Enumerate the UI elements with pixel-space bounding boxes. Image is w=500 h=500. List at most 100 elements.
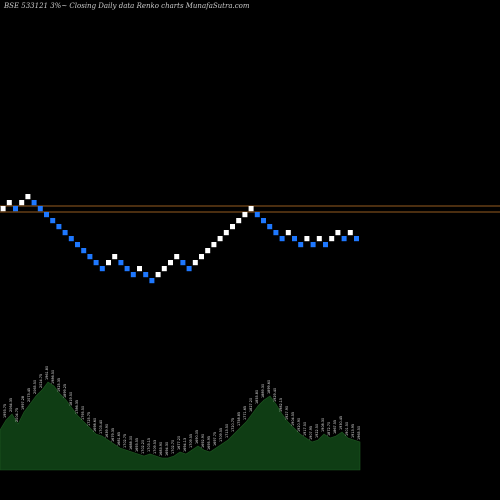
volume-label: 1982.15 — [279, 398, 283, 412]
volume-label: 1993.75 — [3, 404, 7, 418]
volume-label: 1899.25 — [63, 384, 67, 398]
volume-label: 1771.65 — [243, 406, 247, 420]
volume-area — [0, 381, 361, 471]
renko-brick-down — [186, 266, 192, 272]
renko-brick-up — [25, 194, 31, 200]
renko-brick-down — [130, 272, 136, 278]
renko-brick-up — [19, 200, 25, 206]
renko-brick-up — [242, 212, 248, 218]
volume-label: 1966.45 — [0, 414, 1, 428]
renko-brick-down — [13, 206, 18, 212]
volume-label: 1758.85 — [237, 412, 241, 426]
renko-brick-up — [223, 230, 229, 236]
renko-brick-down — [354, 236, 359, 242]
volume-label: 1986.50 — [51, 370, 55, 384]
renko-brick-down — [143, 272, 149, 278]
renko-brick-up — [329, 236, 335, 242]
renko-brick-down — [81, 248, 87, 254]
volume-label: 1702.20 — [141, 440, 145, 454]
volume-label: 2065.50 — [33, 380, 37, 394]
volume-label: 1920.90 — [297, 418, 301, 432]
volume-label: 1703.40 — [99, 420, 103, 434]
renko-brick-up — [347, 230, 353, 236]
renko-brick-up — [211, 242, 217, 248]
renko-brick-up — [174, 254, 180, 260]
renko-brick-down — [87, 254, 93, 260]
volume-label: 1899.60 — [267, 380, 271, 394]
volume-label: 1929.40 — [273, 388, 277, 402]
volume-label: 1917.50 — [303, 422, 307, 436]
volume-label: 1922.50 — [315, 424, 319, 438]
renko-brick-up — [6, 200, 12, 206]
renko-brick-up — [137, 266, 142, 272]
renko-brick-down — [267, 224, 273, 230]
renko-brick-down — [118, 260, 124, 266]
volume-label: 2064.35 — [9, 398, 13, 412]
volume-label: 2024.75 — [39, 374, 43, 388]
renko-brick-up — [230, 224, 235, 230]
volume-label: 1961.80 — [45, 366, 49, 380]
volume-label: 1690.05 — [195, 430, 199, 444]
volume-label: 1908.30 — [321, 418, 325, 432]
renko-brick-down — [180, 260, 186, 266]
volume-label: 1965.50 — [357, 426, 361, 440]
volume-label: 1693.55 — [135, 438, 139, 452]
volume-label: 1855.80 — [255, 390, 259, 404]
renko-brick-up — [316, 236, 322, 242]
volume-label: 1703.15 — [147, 438, 151, 452]
volume-label: 1907.95 — [309, 426, 313, 440]
renko-brick-down — [62, 230, 68, 236]
volume-label: 1702.75 — [123, 434, 127, 448]
renko-brick-down — [68, 236, 74, 242]
volume-label: 1698.60 — [93, 418, 97, 432]
renko-brick-up — [106, 260, 111, 266]
renko-brick-down — [99, 266, 105, 272]
renko-brick-down — [298, 242, 304, 248]
volume-label: 1681.65 — [117, 432, 121, 446]
volume-label: 1913.95 — [351, 424, 355, 438]
volume-label: 1639.90 — [105, 424, 109, 438]
volume-label: 1702.70 — [171, 440, 175, 454]
volume-label: 1930.45 — [339, 416, 343, 430]
renko-brick-down — [56, 224, 62, 230]
volume-label: 1688.00 — [129, 436, 133, 450]
volume-label: 1725.75 — [87, 412, 91, 426]
volume-label: 1713.50 — [225, 424, 229, 438]
renko-brick-down — [323, 242, 328, 248]
volume-label: 1709.55 — [189, 434, 193, 448]
renko-brick-down — [254, 212, 260, 218]
volume-label: 1867.55 — [333, 420, 337, 434]
renko-brick-up — [0, 206, 6, 212]
renko-brick-up — [236, 218, 242, 224]
renko-brick-down — [124, 266, 130, 272]
renko-brick-up — [168, 260, 173, 266]
chart-title: BSE 533121 3%~ Closing Daily data Renko … — [4, 2, 250, 10]
volume-label: 1692.90 — [201, 434, 205, 448]
volume-label: 1677.20 — [177, 436, 181, 450]
volume-label: 1819.50 — [69, 392, 73, 406]
volume-label: 1695.95 — [207, 436, 211, 450]
renko-brick-up — [161, 266, 167, 272]
volume-label: 1694.13 — [183, 438, 187, 452]
renko-brick-down — [44, 212, 49, 218]
renko-brick-down — [75, 242, 80, 248]
volume-label: 1901.50 — [345, 422, 349, 436]
volume-label: 1697.75 — [213, 432, 217, 446]
renko-brick-down — [149, 278, 155, 284]
renko-brick-up — [217, 236, 223, 242]
volume-label: 1683.90 — [159, 442, 163, 456]
volume-label: 1709.53 — [153, 440, 157, 454]
volume-label: 1795.50 — [81, 406, 85, 420]
renko-brick-up — [155, 272, 161, 278]
renko-brick-down — [31, 200, 37, 206]
volume-label: 2073.45 — [27, 388, 31, 402]
renko-brick-up — [192, 260, 198, 266]
renko-brick-down — [279, 236, 285, 242]
renko-brick-down — [93, 260, 99, 266]
renko-brick-up — [199, 254, 204, 260]
volume-label: 1925.35 — [57, 378, 61, 392]
renko-brick-down — [37, 206, 43, 212]
volume-label: 1709.55 — [219, 428, 223, 442]
volume-label: 1889.30 — [261, 384, 265, 398]
